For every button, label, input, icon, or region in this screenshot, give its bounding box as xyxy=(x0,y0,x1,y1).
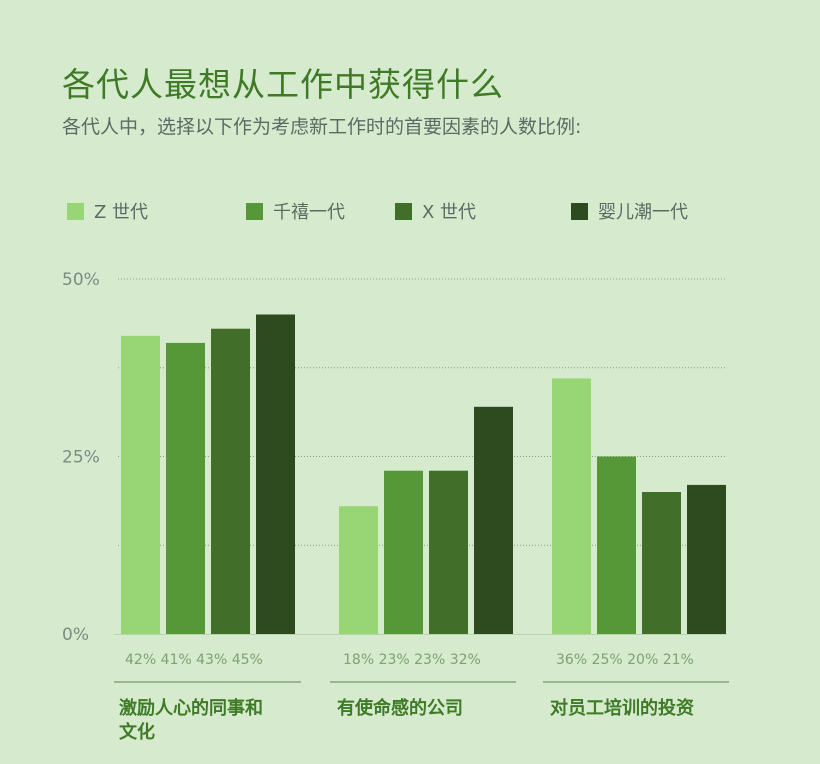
category-label-2-0: 对员工培训的投资 xyxy=(550,697,694,719)
bar-1-2 xyxy=(429,470,468,634)
y-tick-label-1: 25% xyxy=(62,448,100,468)
chart-title: 各代人最想从工作中获得什么 xyxy=(62,65,504,104)
bar-0-0 xyxy=(121,335,160,634)
category-label-0-1: 文化 xyxy=(119,721,155,743)
legend: Z 世代 千禧一代 X 世代 婴儿潮一代 xyxy=(0,198,820,224)
legend-label-genx: X 世代 xyxy=(422,202,477,223)
y-tick-label-2: 50% xyxy=(62,270,100,290)
bar-2-3 xyxy=(687,484,726,634)
legend-swatch-genx xyxy=(395,202,412,220)
legend-swatch-boomers xyxy=(571,202,588,220)
category-label-1-0: 有使命感的公司 xyxy=(337,697,463,719)
legend-swatch-millennials xyxy=(246,202,263,220)
value-labels-2: 36% 25% 20% 21% xyxy=(556,652,694,668)
legend-swatch-genz xyxy=(67,202,84,220)
legend-item-boomers: 婴儿潮一代 xyxy=(571,198,688,224)
legend-label-genz: Z 世代 xyxy=(94,202,149,223)
bar-2-1 xyxy=(597,456,636,634)
bar-2-2 xyxy=(642,492,681,634)
bar-2-0 xyxy=(552,378,591,634)
bar-1-1 xyxy=(384,470,423,634)
bar-1-0 xyxy=(339,506,378,634)
legend-item-millennials: 千禧一代 xyxy=(246,198,345,224)
category-label-0-0: 激励人心的同事和 xyxy=(119,697,263,719)
legend-item-genz: Z 世代 xyxy=(67,198,148,224)
chart-subtitle: 各代人中，选择以下作为考虑新工作时的首要因素的人数比例: xyxy=(62,116,582,138)
legend-item-genx: X 世代 xyxy=(395,198,476,224)
bar-0-3 xyxy=(256,314,295,634)
bar-0-2 xyxy=(211,328,250,634)
value-labels-0: 42% 41% 43% 45% xyxy=(125,652,263,668)
bar-0-1 xyxy=(166,342,205,634)
legend-label-millennials: 千禧一代 xyxy=(273,202,345,223)
legend-label-boomers: 婴儿潮一代 xyxy=(598,202,688,223)
y-tick-label-0: 0% xyxy=(62,625,89,645)
bar-1-3 xyxy=(474,406,513,634)
value-labels-1: 18% 23% 23% 32% xyxy=(343,652,481,668)
